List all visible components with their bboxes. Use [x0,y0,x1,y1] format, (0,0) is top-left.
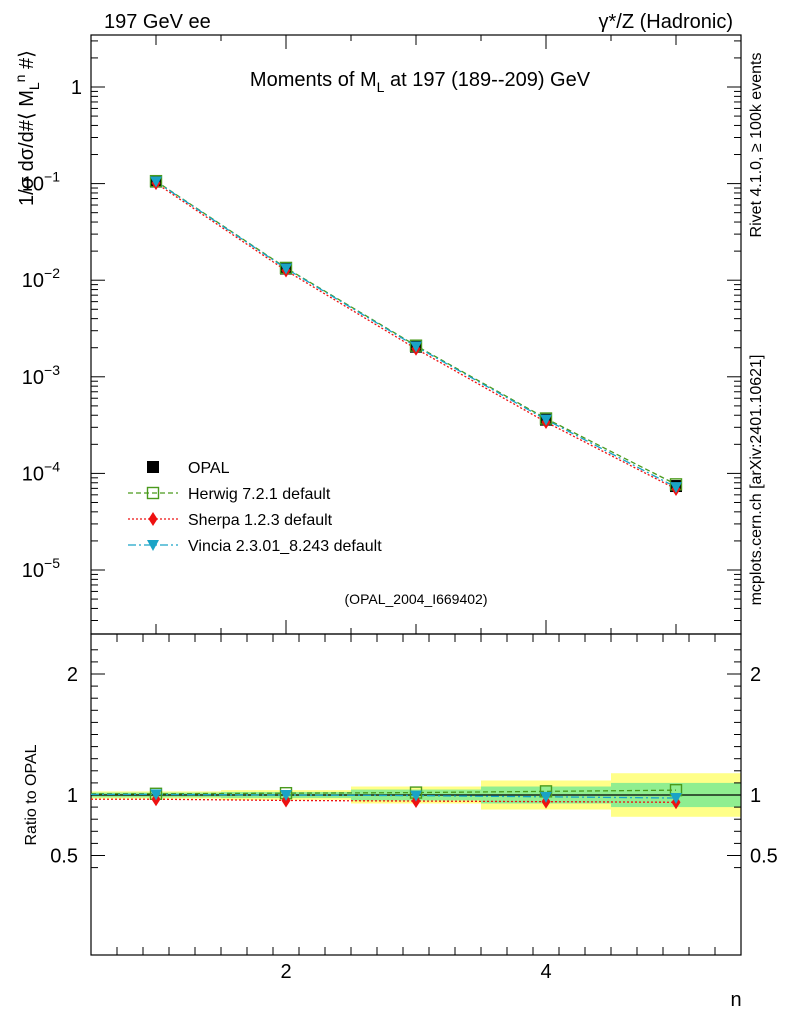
analysis-watermark: (OPAL_2004_I669402) [345,591,488,607]
ratio-point-3 [410,790,422,802]
data-point-3 [150,176,162,188]
ytick-exponent: −4 [44,458,60,474]
ratio-ytick-label-right: 1 [750,785,761,807]
data-point-3 [410,341,422,353]
mcplots-label: mcplots.cern.ch [arXiv:2401.10621] [748,355,765,606]
x-axis-label: n [730,989,741,1011]
chart-title: Moments of ML at 197 (189--209) GeV [250,69,591,95]
main-series [149,174,683,496]
title-rest: at 197 (189--209) GeV [384,69,590,91]
ratio-ytick-label-right: 2 [750,664,761,686]
ratio-point-3 [150,789,162,801]
legend-marker-1 [146,486,160,500]
ytick-exponent: −5 [44,555,60,571]
legend-marker-2 [148,512,158,526]
ratio-ytick-label-left: 0.5 [50,846,78,868]
ylabel-sup: n [12,75,28,83]
ratio-ytick-label-right: 0.5 [750,846,778,868]
rivet-label: Rivet 4.1.0, ≥ 100k events [748,53,765,238]
main-ytick-label: 10−3 [22,362,60,389]
header-left: 197 GeV ee [104,11,211,33]
ytick-exponent: −2 [44,265,60,281]
data-point-3 [540,414,552,426]
legend-label-2: Sherpa 1.2.3 default [188,512,333,529]
main-ytick-label: 10−5 [22,555,60,582]
data-point-3 [280,263,292,275]
ratio-line-3 [91,793,677,799]
data-point-3 [670,482,682,494]
series-line-1 [155,180,677,485]
main-ylabel: 1/σ dσ/d#⟨ MLn #⟩ [12,50,42,206]
legend: OPAL Herwig 7.2.1 default Sherpa 1.2.3 def… [128,460,382,555]
legend-label-0: OPAL [188,460,230,477]
legend-label-3: Vincia 2.3.01_8.243 default [188,538,382,555]
ratio-series [91,783,683,810]
ratio-line-2 [91,798,677,803]
ytick-exponent: −3 [44,362,60,378]
legend-marker-0 [147,461,159,473]
series-line-2 [155,182,677,490]
ratio-axes: 0.5 0.5 1 1 2 2 2 4 [50,633,778,983]
main-ytick-label: 10−2 [22,265,60,292]
ratio-point-3 [540,791,552,803]
main-ytick-label: 10−4 [22,458,60,485]
ratio-ytick-label-left: 2 [67,664,78,686]
ratio-ytick-label-left: 1 [67,785,78,807]
ratio-line-1 [91,789,677,795]
series-line-3 [155,181,677,488]
legend-label-1: Herwig 7.2.1 default [188,486,331,503]
main-ytick-label: 1 [71,77,82,99]
ratio-point-3 [280,790,292,801]
header-right: γ*/Z (Hadronic) [599,11,733,33]
ratio-ylabel: Ratio to OPAL [23,744,40,845]
ylabel-rest: #⟩ [16,50,38,74]
ylabel-sub: L [26,82,42,90]
title-subscript: L [377,79,385,95]
ratio-xtick-label: 4 [540,961,551,983]
legend-marker-3 [147,540,159,551]
ytick-exponent: −1 [44,169,60,185]
ratio-point-3 [670,793,682,805]
ratio-xtick-label: 2 [280,961,291,983]
